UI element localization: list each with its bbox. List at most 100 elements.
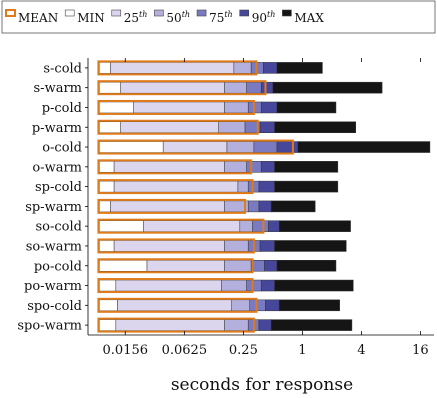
seg-90-99 [276, 141, 299, 153]
legend-swatch [111, 9, 122, 17]
seg-25-50 [113, 240, 225, 252]
seg-50-75 [226, 141, 255, 153]
mean-bar [97, 258, 254, 274]
category-label: p-warm [32, 121, 82, 136]
box-row [97, 258, 337, 274]
category-label: s-warm [34, 81, 82, 96]
category-label: spo-warm [17, 319, 82, 334]
y-axis: s-cold s-warm p-cold p-warm o-cold o-warm sp-c… [17, 58, 89, 335]
legend-item-min: MIN [64, 9, 105, 25]
legend-label: MEAN [18, 11, 58, 25]
mean-bar [97, 139, 294, 155]
category-label: so-cold [36, 220, 82, 235]
box-row [97, 238, 347, 254]
legend-label: MIN [77, 11, 105, 25]
category-label: po-cold [34, 259, 82, 274]
seg-min-25 [99, 180, 115, 193]
seg-25-50 [120, 121, 219, 133]
seg-90-99 [263, 62, 278, 74]
seg-90-99 [268, 220, 280, 232]
seg-min-25 [99, 299, 118, 312]
category-label: p-cold [42, 101, 82, 116]
seg-90-99 [258, 180, 275, 193]
category-label: o-warm [32, 160, 82, 175]
seg-90-99 [260, 279, 275, 292]
mean-bar [97, 159, 253, 175]
seg-90-99 [259, 240, 275, 252]
mean-bar [97, 317, 255, 333]
seg-99-max [278, 220, 351, 232]
legend-swatch [5, 9, 16, 17]
seg-90-99 [260, 161, 275, 173]
box-row [97, 80, 383, 96]
seg-50-75 [224, 260, 252, 272]
box-row [97, 159, 339, 175]
seg-50-75 [239, 220, 253, 232]
seg-min-25 [99, 141, 164, 153]
seg-90-99 [258, 200, 272, 213]
mean-bar [97, 80, 267, 96]
legend-item-max: MAX [282, 9, 324, 25]
seg-25-50 [162, 141, 228, 153]
seg-min-25 [99, 220, 144, 232]
legend-box [1, 0, 436, 34]
seg-99-max [270, 200, 316, 213]
box-row [97, 198, 316, 214]
seg-75-90 [247, 180, 260, 193]
seg-99-max [276, 62, 323, 74]
seg-99-max [276, 260, 337, 272]
seg-75-90 [246, 161, 262, 173]
x-tick-label: 1 [298, 343, 306, 358]
box-row [97, 297, 340, 313]
mean-bar [97, 119, 259, 135]
category-label: s-cold [43, 61, 82, 76]
category-label: sp-warm [25, 200, 82, 215]
mean-bar [97, 297, 258, 313]
category-label: po-warm [24, 279, 82, 294]
seg-min-25 [99, 279, 117, 292]
seg-90-99 [258, 319, 272, 331]
seg-99-max [274, 121, 356, 133]
box-row [97, 278, 354, 294]
seg-min-25 [99, 240, 115, 252]
seg-50-75 [224, 101, 249, 114]
x-axis-title: seconds for response [171, 375, 353, 395]
category-label: o-cold [42, 141, 82, 156]
seg-50-75 [218, 121, 246, 133]
legend-item-mean: MEAN [5, 9, 58, 25]
seg-75-90 [253, 141, 278, 153]
category-label: so-warm [26, 239, 82, 254]
legend-label: MAX [294, 11, 324, 25]
box-row [97, 60, 323, 76]
box-row [97, 99, 337, 115]
seg-99-max [276, 101, 337, 114]
box-row [97, 179, 339, 195]
mean-bar [97, 60, 258, 76]
box-row [97, 317, 353, 333]
seg-50-75 [224, 161, 247, 173]
seg-25-50 [120, 81, 225, 94]
x-tick-label: 16 [412, 343, 429, 358]
seg-min-25 [99, 319, 117, 331]
seg-25-50 [110, 200, 225, 213]
seg-50-75 [224, 319, 249, 331]
seg-90-99 [260, 101, 278, 114]
seg-min-25 [99, 260, 148, 272]
seg-75-90 [247, 200, 260, 213]
legend-swatch [64, 9, 75, 17]
seg-99-max [272, 81, 383, 94]
seg-25-50 [143, 220, 241, 232]
legend-swatch [154, 9, 164, 17]
seg-99-max [274, 240, 347, 252]
mean-bar [97, 238, 255, 254]
seg-50-75 [233, 62, 252, 74]
x-axis: 0.0156 0.0625 0.25 1 4 16 [88, 58, 434, 358]
seg-min-25 [99, 121, 121, 133]
x-tick-label: 0.0156 [103, 343, 149, 358]
seg-min-25 [99, 161, 115, 173]
seg-90-99 [259, 121, 275, 133]
seg-50-75 [224, 81, 247, 94]
x-tick-label: 0.0625 [162, 343, 208, 358]
mean-bar [97, 198, 247, 214]
seg-25-50 [115, 319, 225, 331]
